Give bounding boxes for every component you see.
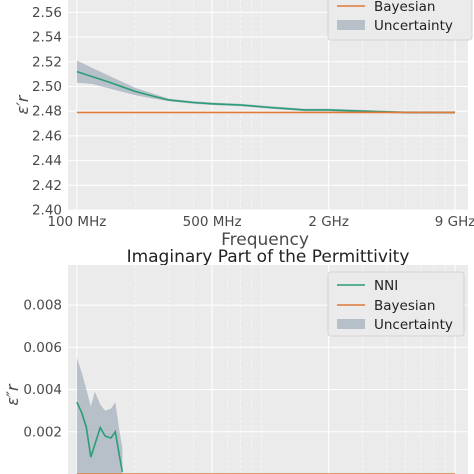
x-tick-label: 2 GHz: [308, 214, 349, 230]
y-axis-label-real: ε′r: [13, 94, 32, 114]
y-tick-label: 0.004: [23, 382, 62, 398]
y-tick-label: 2.40: [32, 203, 62, 219]
y-tick-label: 2.48: [32, 104, 62, 120]
y-axis-label-imaginary: ε″r: [3, 383, 22, 406]
x-axis-label: Frequency: [221, 230, 309, 250]
permittivity-real-panel: 2.40 2.42 2.44 2.46 2.48 2.50 2.52 2.54 2.56 100…: [13, 0, 474, 250]
legend-swatch-uncertainty-2: [337, 319, 365, 329]
y-tick-label: 0.006: [23, 340, 62, 356]
x-tick-label: 9 GHz: [435, 214, 474, 230]
legend-label-bayesian: Bayesian: [374, 0, 435, 15]
y-tick-label: 2.46: [32, 128, 62, 144]
legend-1: Bayesian Uncertainty: [327, 0, 473, 41]
y-tick-label: 0.002: [23, 424, 62, 440]
y-ticks-2: 0.002 0.004 0.006 0.008: [23, 298, 62, 441]
y-tick-label: 0.008: [23, 298, 62, 314]
legend-label-nni: NNI: [374, 278, 398, 294]
legend-label-uncertainty-2: Uncertainty: [374, 317, 453, 333]
x-ticks-1: 100 MHz 500 MHz 2 GHz 9 GHz: [47, 214, 474, 230]
y-ticks-1: 2.40 2.42 2.44 2.46 2.48 2.50 2.52 2.54 2.56: [32, 5, 62, 219]
marks-1: [76, 60, 456, 114]
y-tick-label: 2.56: [32, 5, 62, 21]
legend-2: NNI Bayesian Uncertainty: [327, 271, 465, 337]
nni-line: [76, 401, 124, 473]
marks-2: [76, 357, 455, 474]
y-tick-label: 2.52: [32, 54, 62, 70]
x-tick-label: 500 MHz: [183, 214, 242, 230]
legend-label-bayesian-2: Bayesian: [374, 298, 435, 314]
y-tick-label: 2.50: [32, 79, 62, 95]
y-tick-label: 2.54: [32, 30, 62, 46]
legend-swatch-uncertainty: [337, 20, 365, 30]
y-tick-label: 2.42: [32, 178, 62, 194]
x-tick-label: 100 MHz: [47, 214, 106, 230]
y-tick-label: 2.44: [32, 153, 62, 169]
legend-label-uncertainty: Uncertainty: [374, 18, 453, 34]
chart-title-imaginary: Imaginary Part of the Permittivity: [127, 247, 410, 267]
permittivity-imaginary-panel: Imaginary Part of the Permittivity 0.002…: [3, 247, 468, 474]
